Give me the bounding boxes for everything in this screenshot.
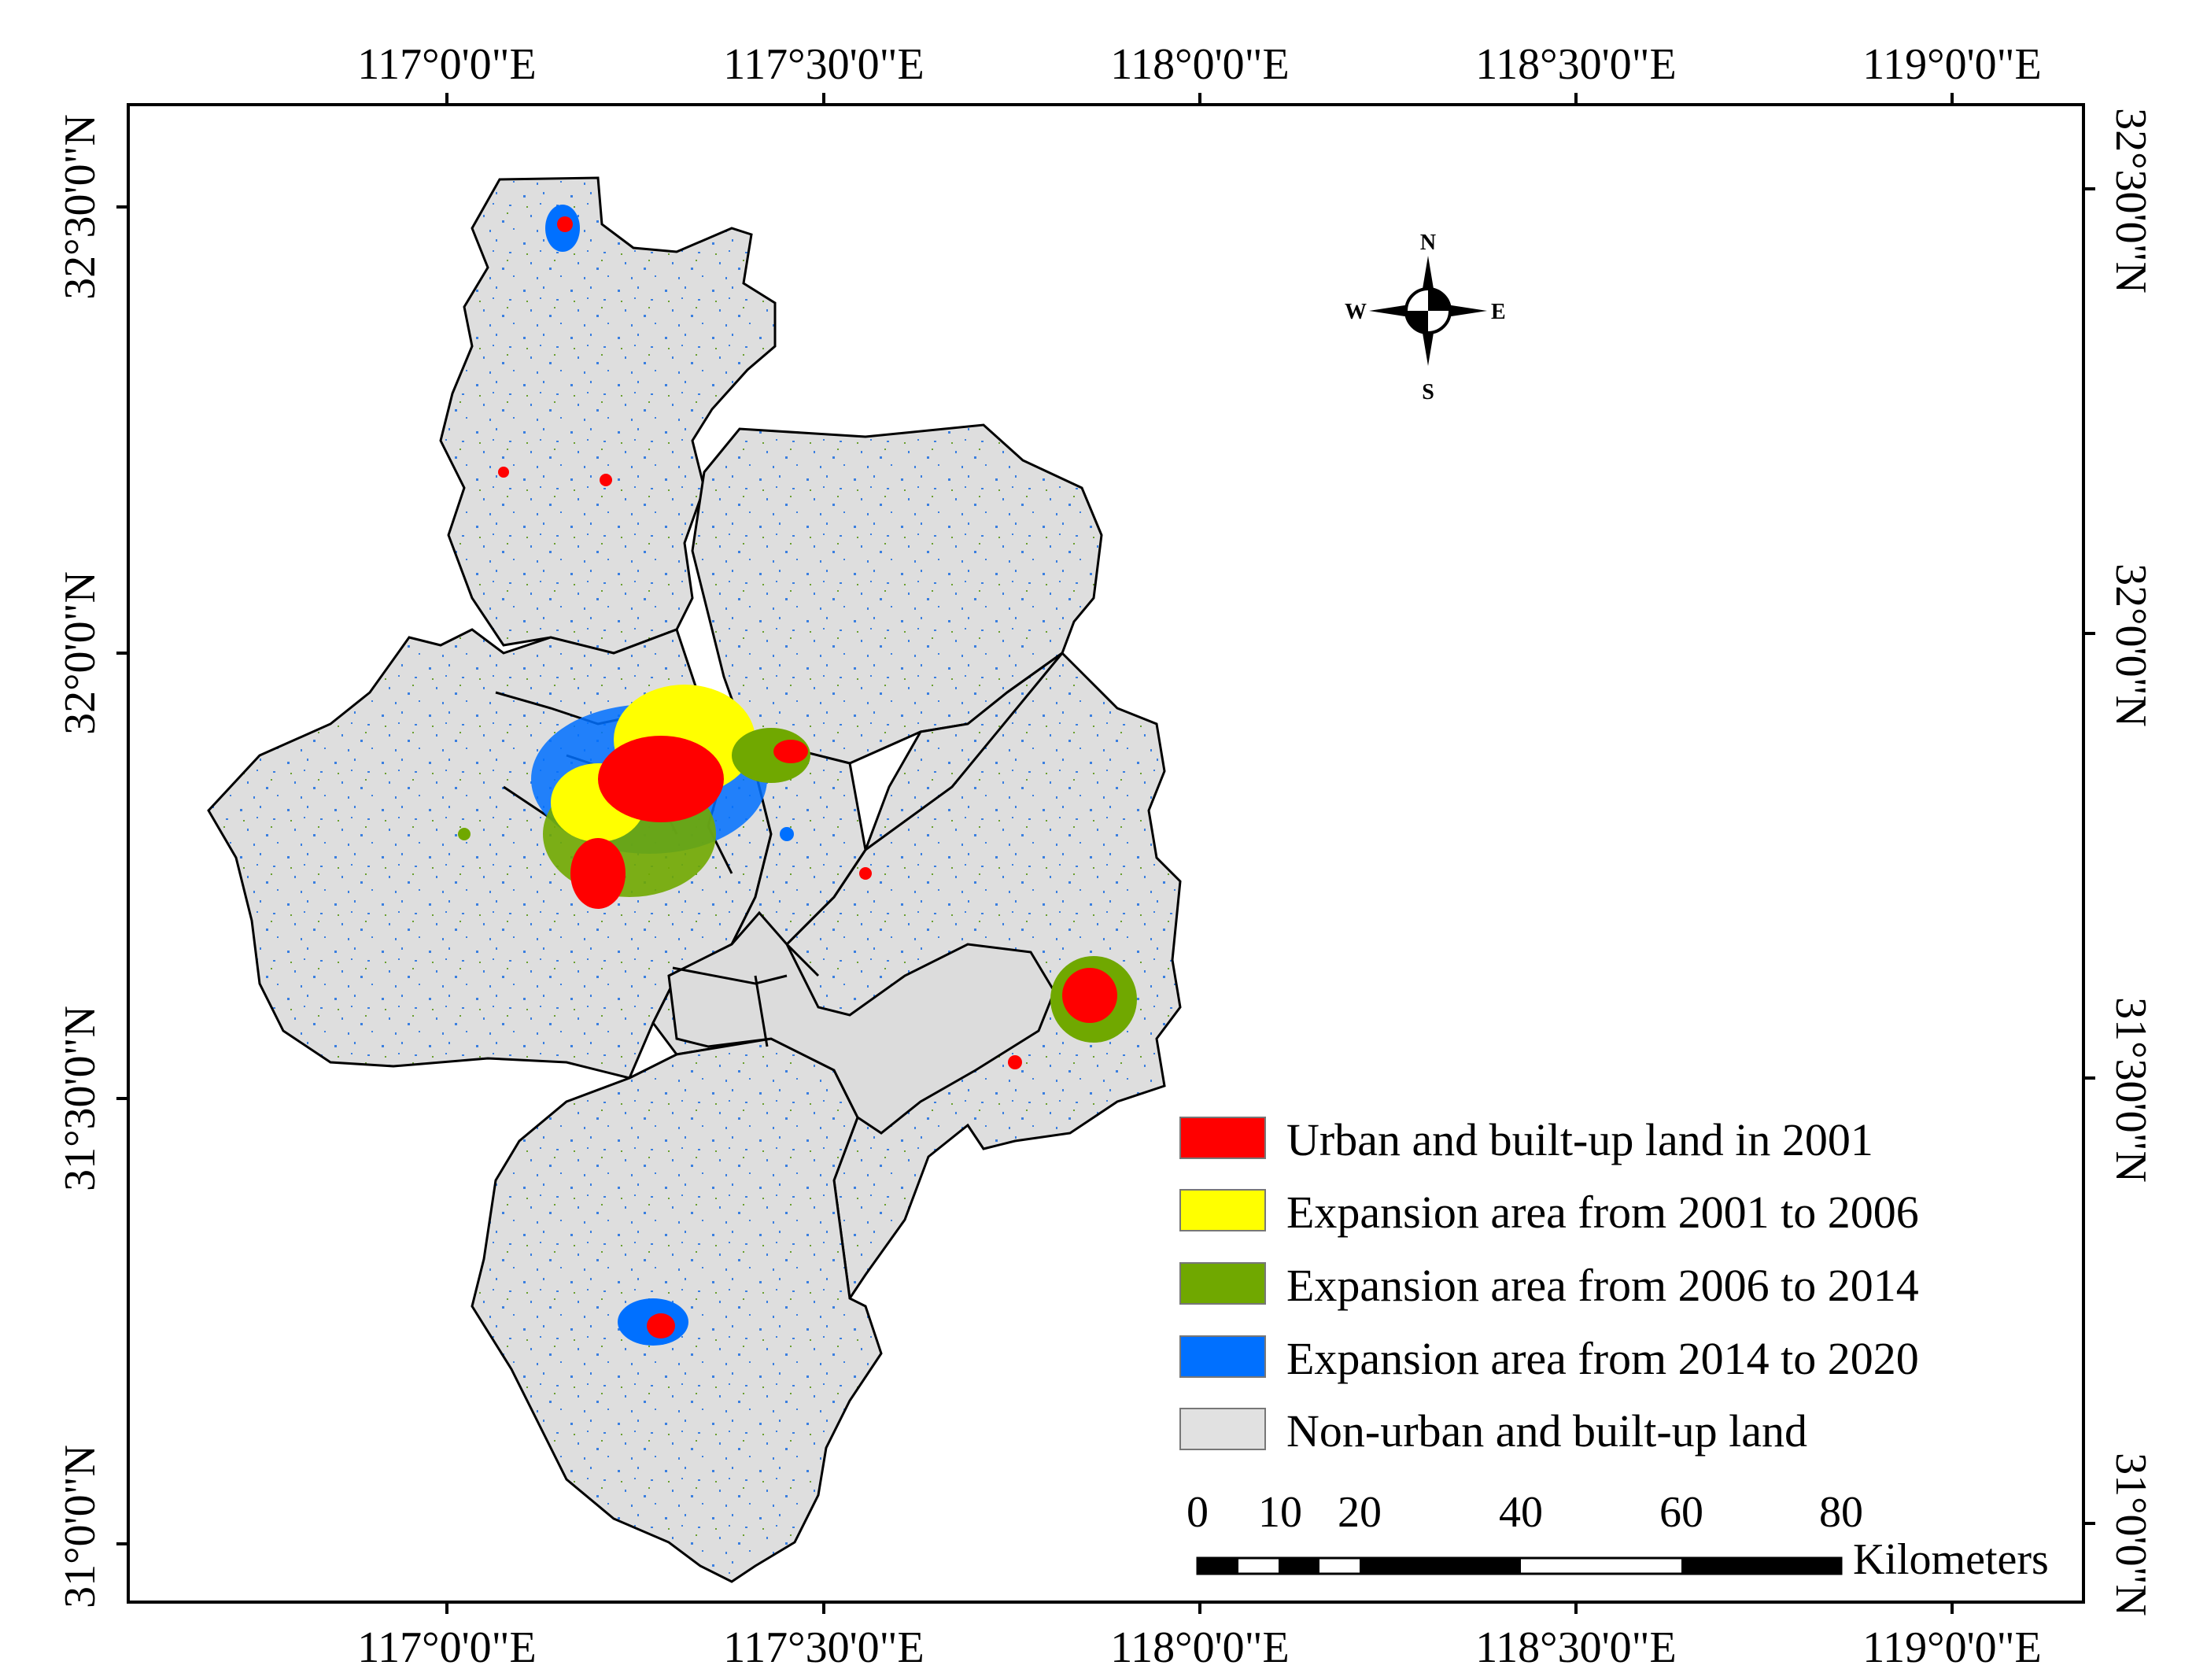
lat-label-left: 32°30'0"N xyxy=(56,114,105,300)
legend-swatch xyxy=(1179,1262,1266,1305)
lat-label-right: 31°0'0"N xyxy=(2106,1453,2155,1616)
legend-swatch xyxy=(1179,1117,1266,1159)
lon-label-bottom: 117°30'0"E xyxy=(723,1623,924,1672)
lat-label-right: 32°30'0"N xyxy=(2106,108,2155,294)
lon-label-top: 119°0'0"E xyxy=(1862,40,2041,89)
legend: Urban and built-up land in 2001 Expansio… xyxy=(1179,1114,1919,1457)
urban-clusters xyxy=(458,205,1137,1346)
bottom-longitude-labels: 117°0'0"E 117°30'0"E 118°0'0"E 118°30'0"… xyxy=(357,1623,2041,1672)
lon-label-top: 117°0'0"E xyxy=(357,40,536,89)
legend-label: Urban and built-up land in 2001 xyxy=(1286,1114,1873,1165)
compass-east-label: E xyxy=(1491,300,1506,324)
lon-label-bottom: 119°0'0"E xyxy=(1862,1623,2041,1672)
lon-label-top: 118°30'0"E xyxy=(1475,40,1676,89)
lat-label-left: 31°0'0"N xyxy=(56,1445,105,1608)
legend-swatch xyxy=(1179,1408,1266,1450)
compass-north-label: N xyxy=(1420,231,1436,255)
lon-label-bottom: 117°0'0"E xyxy=(357,1623,536,1672)
scale-tick-label: 0 xyxy=(1187,1488,1209,1537)
legend-swatch xyxy=(1179,1189,1266,1231)
lat-label-left: 32°0'0"N xyxy=(56,571,105,735)
right-latitude-labels: 32°30'0"N 32°0'0"N 31°30'0"N 31°0'0"N xyxy=(2106,108,2155,1616)
scale-tick-label: 80 xyxy=(1819,1488,1863,1537)
north-arrow-icon: N S W E xyxy=(1345,231,1506,404)
legend-label: Expansion area from 2006 to 2014 xyxy=(1286,1260,1919,1311)
legend-label: Non-urban and built-up land xyxy=(1286,1405,1807,1457)
lat-label-left: 31°30'0"N xyxy=(56,1006,105,1191)
compass-west-label: W xyxy=(1345,300,1367,324)
lat-label-right: 31°30'0"N xyxy=(2106,997,2155,1183)
scale-tick-label: 10 xyxy=(1258,1488,1302,1537)
scale-tick-label: 40 xyxy=(1499,1488,1543,1537)
scale-tick-label: 20 xyxy=(1338,1488,1382,1537)
scale-unit-label: Kilometers xyxy=(1853,1535,2049,1584)
top-longitude-labels: 117°0'0"E 117°30'0"E 118°0'0"E 118°30'0"… xyxy=(357,40,2041,89)
compass-south-label: S xyxy=(1422,380,1434,404)
lon-label-top: 117°30'0"E xyxy=(723,40,924,89)
scale-tick-label: 60 xyxy=(1659,1488,1703,1537)
frame-ticks xyxy=(116,93,2095,1614)
left-latitude-labels: 32°30'0"N 32°0'0"N 31°30'0"N 31°0'0"N xyxy=(56,114,105,1608)
lon-label-bottom: 118°30'0"E xyxy=(1475,1623,1676,1672)
region-north xyxy=(439,176,777,655)
legend-swatch xyxy=(1179,1335,1266,1378)
lake xyxy=(667,910,1056,1135)
scale-bar: 0 10 20 40 60 80 Kilometers xyxy=(1187,1488,2049,1584)
legend-label: Expansion area from 2014 to 2020 xyxy=(1286,1333,1919,1384)
lon-label-bottom: 118°0'0"E xyxy=(1110,1623,1289,1672)
lat-label-right: 32°0'0"N xyxy=(2106,563,2155,727)
legend-label: Expansion area from 2001 to 2006 xyxy=(1286,1187,1919,1238)
lon-label-top: 118°0'0"E xyxy=(1110,40,1289,89)
